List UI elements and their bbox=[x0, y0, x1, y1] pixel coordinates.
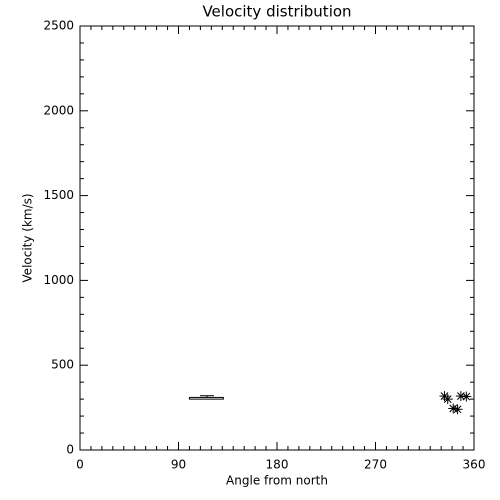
x-tick-label: 90 bbox=[171, 458, 186, 472]
point-stroke bbox=[443, 395, 452, 404]
y-tick-label: 2000 bbox=[43, 103, 74, 117]
y-tick-label: 500 bbox=[51, 358, 74, 372]
y-tick-label: 0 bbox=[66, 443, 74, 457]
point-stroke bbox=[453, 405, 462, 414]
point bbox=[452, 404, 463, 415]
point bbox=[442, 394, 453, 405]
point-stroke bbox=[462, 392, 471, 401]
y-axis-label: Velocity (km/s) bbox=[21, 193, 35, 282]
y-tick-label: 1500 bbox=[43, 188, 74, 202]
x-axis-label: Angle from north bbox=[226, 474, 328, 488]
x-tick-label: 270 bbox=[364, 458, 387, 472]
x-tick-label: 180 bbox=[266, 458, 289, 472]
point bbox=[455, 391, 466, 402]
point-stroke bbox=[449, 404, 458, 413]
point bbox=[461, 391, 472, 402]
x-tick-label: 0 bbox=[76, 458, 84, 472]
plot-frame bbox=[79, 25, 475, 451]
box bbox=[188, 396, 224, 400]
y-tick-label: 2500 bbox=[43, 19, 74, 33]
chart-title: Velocity distribution bbox=[202, 3, 351, 21]
x-tick-label: 360 bbox=[463, 458, 486, 472]
y-tick-label: 1000 bbox=[43, 273, 74, 287]
